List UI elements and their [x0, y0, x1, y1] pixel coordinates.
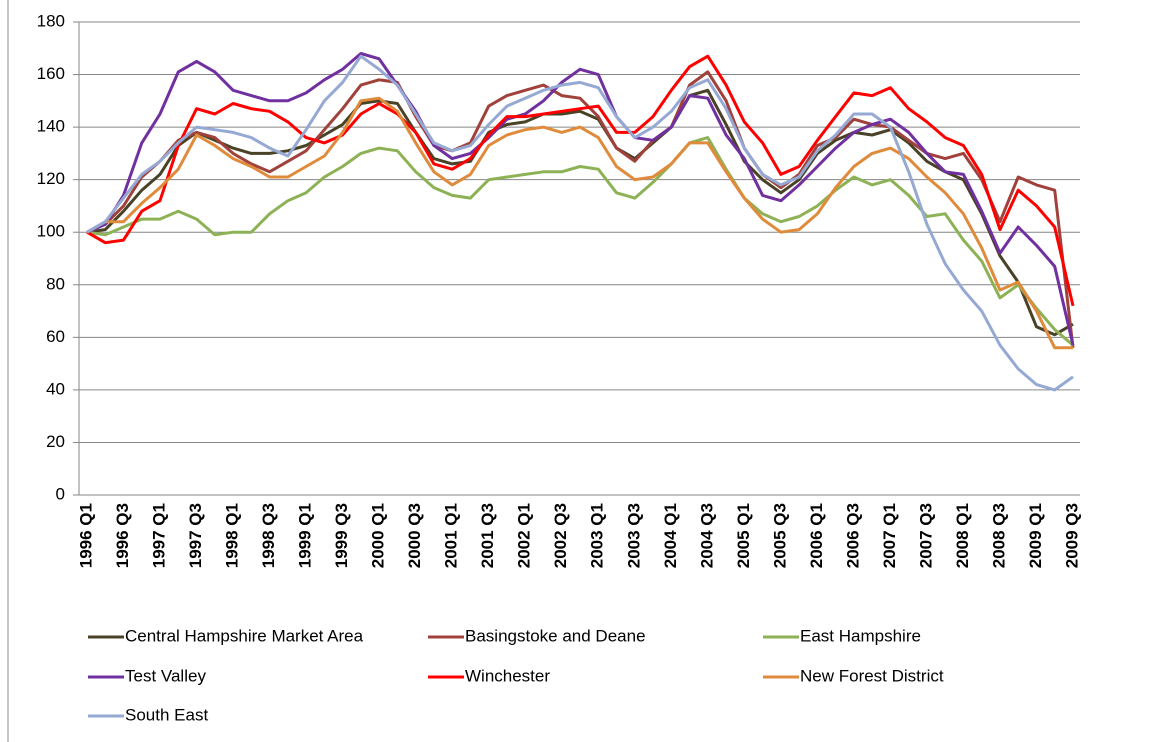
x-tick-label: 2004 Q3: [697, 503, 716, 568]
series-line: [86, 70, 1075, 348]
y-tick-label: 140: [37, 117, 65, 136]
x-tick-label: 2009 Q1: [1026, 503, 1045, 568]
x-tick-label: 2001 Q3: [478, 503, 497, 568]
legend-label: East Hampshire: [800, 626, 921, 645]
x-tick-label: 1996 Q3: [113, 503, 132, 568]
y-tick-label: 20: [46, 432, 65, 451]
x-tick-label: 1997 Q3: [186, 503, 205, 568]
x-tick-label: 2006 Q1: [807, 503, 826, 568]
series-line: [86, 54, 1075, 307]
x-tick-label: 1997 Q1: [150, 503, 169, 568]
y-tick-label: 0: [56, 484, 65, 503]
x-tick-label: 2007 Q1: [880, 503, 899, 568]
y-tick-label: 60: [46, 327, 65, 346]
x-tick-label: 2008 Q1: [953, 503, 972, 568]
legend-label: Winchester: [465, 666, 550, 685]
x-tick-label: 1998 Q3: [259, 503, 278, 568]
y-tick-label: 180: [37, 11, 65, 30]
series-line: [86, 54, 1074, 392]
x-tick-label: 2005 Q3: [770, 503, 789, 568]
legend-label: New Forest District: [800, 666, 944, 685]
y-tick-label: 100: [37, 222, 65, 241]
x-tick-label: 2003 Q3: [624, 503, 643, 568]
x-tick-label: 2008 Q3: [989, 503, 1008, 568]
series-line: [86, 136, 1074, 347]
series-line: [86, 52, 1075, 346]
x-tick-label: 2006 Q3: [843, 503, 862, 568]
x-tick-label: 2002 Q1: [515, 503, 534, 568]
x-tick-label: 2000 Q1: [369, 503, 388, 568]
series-line: [86, 96, 1073, 350]
legend-label: South East: [125, 705, 208, 724]
x-tick-label: 2007 Q3: [916, 503, 935, 568]
y-tick-label: 40: [46, 379, 65, 398]
x-tick-label: 2001 Q1: [442, 503, 461, 568]
x-tick-label: 1996 Q1: [76, 503, 95, 568]
x-tick-label: 2004 Q1: [661, 503, 680, 568]
legend-label: Test Valley: [125, 666, 206, 685]
x-tick-label: 1999 Q3: [332, 503, 351, 568]
legend-label: Central Hampshire Market Area: [125, 626, 364, 645]
y-tick-label: 160: [37, 64, 65, 83]
x-tick-label: 1998 Q1: [223, 503, 242, 568]
series-line: [86, 88, 1074, 337]
y-tick-label: 80: [46, 274, 65, 293]
x-tick-label: 2000 Q3: [405, 503, 424, 568]
x-tick-label: 2009 Q3: [1062, 503, 1081, 568]
x-tick-label: 2003 Q1: [588, 503, 607, 568]
x-tick-label: 1999 Q1: [296, 503, 315, 568]
x-tick-label: 2002 Q3: [551, 503, 570, 568]
x-tick-label: 2005 Q1: [734, 503, 753, 568]
legend-label: Basingstoke and Deane: [465, 626, 646, 645]
y-tick-label: 120: [37, 169, 65, 188]
